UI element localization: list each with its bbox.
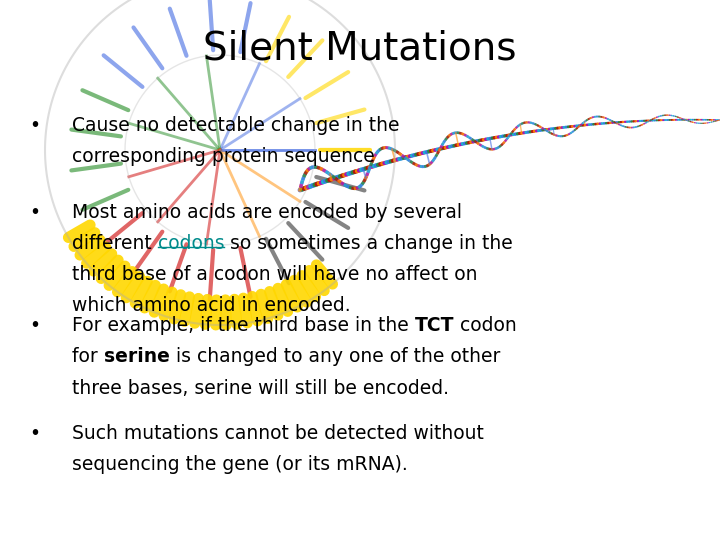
Text: codons: codons [158,234,225,253]
Text: Most amino acids are encoded by several: Most amino acids are encoded by several [72,202,462,221]
Text: which amino acid in encoded.: which amino acid in encoded. [72,296,351,315]
Text: •: • [29,202,40,221]
Text: is changed to any one of the other: is changed to any one of the other [170,347,500,366]
Text: •: • [29,116,40,135]
Text: codon: codon [454,316,517,335]
Text: TCT: TCT [415,316,454,335]
Text: three bases, serine will still be encoded.: three bases, serine will still be encode… [72,379,449,397]
Text: For example, if the third base in the: For example, if the third base in the [72,316,415,335]
Text: corresponding protein sequence: corresponding protein sequence [72,147,374,166]
Text: •: • [29,316,40,335]
Text: Cause no detectable change in the: Cause no detectable change in the [72,116,400,135]
Text: sequencing the gene (or its mRNA).: sequencing the gene (or its mRNA). [72,455,408,474]
Text: Silent Mutations: Silent Mutations [203,30,517,68]
Text: Such mutations cannot be detected without: Such mutations cannot be detected withou… [72,424,484,443]
Text: so sometimes a change in the: so sometimes a change in the [225,234,513,253]
Text: different: different [72,234,158,253]
Text: serine: serine [104,347,170,366]
Text: •: • [29,424,40,443]
Text: for: for [72,347,104,366]
Text: third base of a codon will have no affect on: third base of a codon will have no affec… [72,265,477,284]
